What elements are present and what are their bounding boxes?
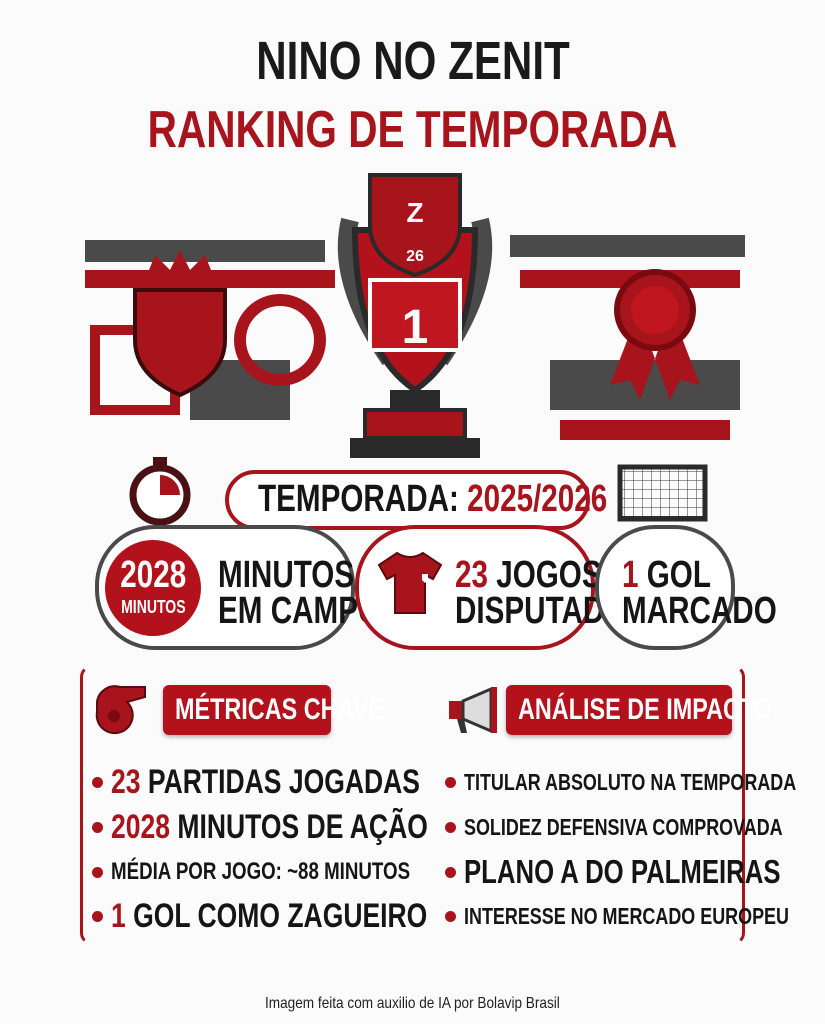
- footer-credit: Imagem feita com auxilio de IA por Bolav…: [265, 995, 560, 1012]
- award-ribbon-icon: [610, 269, 700, 400]
- season-banner: [225, 470, 590, 530]
- metrics-list: 23 PARTIDAS JOGADAS 2028 MINUTOS DE AÇÃO…: [92, 760, 517, 938]
- megaphone-icon: [449, 686, 497, 734]
- shield-number: 26: [406, 248, 424, 265]
- minutes-badge: 2028 MINUTOS: [105, 540, 201, 636]
- metric-item: MÉDIA POR JOGO: ~88 MINUTOS: [92, 850, 517, 894]
- season-text: TEMPORADA: 2025/2026: [258, 478, 608, 520]
- stopwatch-icon: [129, 457, 191, 525]
- stat-card-goals: [595, 525, 735, 650]
- details-panel: [80, 665, 745, 945]
- impact-title: ANÁLISE DE IMPACTO: [506, 685, 772, 735]
- jersey-icon: [377, 551, 443, 614]
- metric-item: 1 GOL COMO ZAGUEIRO: [92, 894, 517, 938]
- impact-item: INTERESSE NO MERCADO EUROPEU: [445, 894, 825, 938]
- metric-item: 23 PARTIDAS JOGADAS: [92, 760, 517, 804]
- impact-list: TITULAR ABSOLUTO NA TEMPORADA SOLIDEZ DE…: [445, 760, 825, 938]
- impact-item: PLANO A DO PALMEIRAS: [445, 850, 825, 894]
- impact-item: TITULAR ABSOLUTO NA TEMPORADA: [445, 760, 825, 804]
- shield-crown-icon: [133, 250, 227, 398]
- metric-item: 2028 MINUTOS DE AÇÃO: [92, 804, 517, 850]
- shield-letter: Z: [406, 197, 424, 228]
- stat-minutes-label: MINUTOS EM CAMPO: [218, 554, 382, 632]
- goal-net-icon: [617, 464, 708, 522]
- trophy-illustration: [85, 173, 745, 458]
- trophy-icon: [337, 173, 493, 458]
- metrics-title: MÉTRICAS CHAVE: [163, 685, 384, 735]
- impact-item: SOLIDEZ DEFENSIVA COMPROVADA: [445, 804, 825, 850]
- stat-goals-label: 1 GOL MARCADO: [622, 554, 777, 632]
- page-subtitle: RANKING DE TEMPORADA: [147, 101, 678, 159]
- page-title: NINO NO ZENIT: [255, 31, 570, 91]
- rank-number: 1: [401, 301, 429, 354]
- whistle-icon: [95, 685, 146, 735]
